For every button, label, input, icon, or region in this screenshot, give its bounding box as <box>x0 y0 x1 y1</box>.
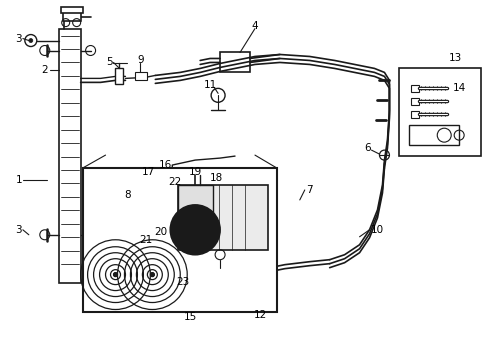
Text: 9: 9 <box>137 55 143 66</box>
Bar <box>178 185 267 250</box>
Text: 16: 16 <box>159 160 172 170</box>
Circle shape <box>180 215 210 245</box>
Text: 7: 7 <box>306 185 312 195</box>
Text: 23: 23 <box>176 276 189 287</box>
Text: 17: 17 <box>142 167 155 177</box>
Text: 14: 14 <box>451 84 465 93</box>
Circle shape <box>190 225 200 235</box>
Bar <box>59 28 81 283</box>
Bar <box>61 7 82 13</box>
Text: 13: 13 <box>447 54 461 63</box>
Circle shape <box>153 203 157 207</box>
Text: 12: 12 <box>253 310 266 320</box>
Text: 2: 2 <box>41 66 48 76</box>
Bar <box>178 185 213 215</box>
Circle shape <box>113 273 117 276</box>
Text: 18: 18 <box>209 173 222 183</box>
Text: 21: 21 <box>139 235 152 245</box>
Bar <box>168 175 175 210</box>
Bar <box>192 178 214 186</box>
Circle shape <box>29 39 33 42</box>
Text: 11: 11 <box>203 80 216 90</box>
Bar <box>62 11 81 21</box>
Text: 4: 4 <box>251 21 258 31</box>
Circle shape <box>170 205 220 255</box>
Bar <box>135 72 147 80</box>
Bar <box>410 85 419 92</box>
Text: 10: 10 <box>370 225 383 235</box>
Bar <box>408 125 458 145</box>
Text: 6: 6 <box>364 143 370 153</box>
Text: 15: 15 <box>183 312 197 323</box>
Text: 1: 1 <box>16 175 22 185</box>
Bar <box>399 68 480 156</box>
Bar <box>220 53 249 72</box>
Bar <box>410 111 419 118</box>
Bar <box>410 98 419 105</box>
Text: 8: 8 <box>124 190 130 200</box>
Text: 20: 20 <box>153 227 166 237</box>
Text: 5: 5 <box>106 58 113 67</box>
Text: 19: 19 <box>188 167 202 177</box>
Circle shape <box>150 273 154 276</box>
Text: 3: 3 <box>16 33 22 44</box>
Bar <box>115 68 123 84</box>
Bar <box>82 168 276 312</box>
Text: 3: 3 <box>16 225 22 235</box>
Text: 22: 22 <box>168 177 182 187</box>
